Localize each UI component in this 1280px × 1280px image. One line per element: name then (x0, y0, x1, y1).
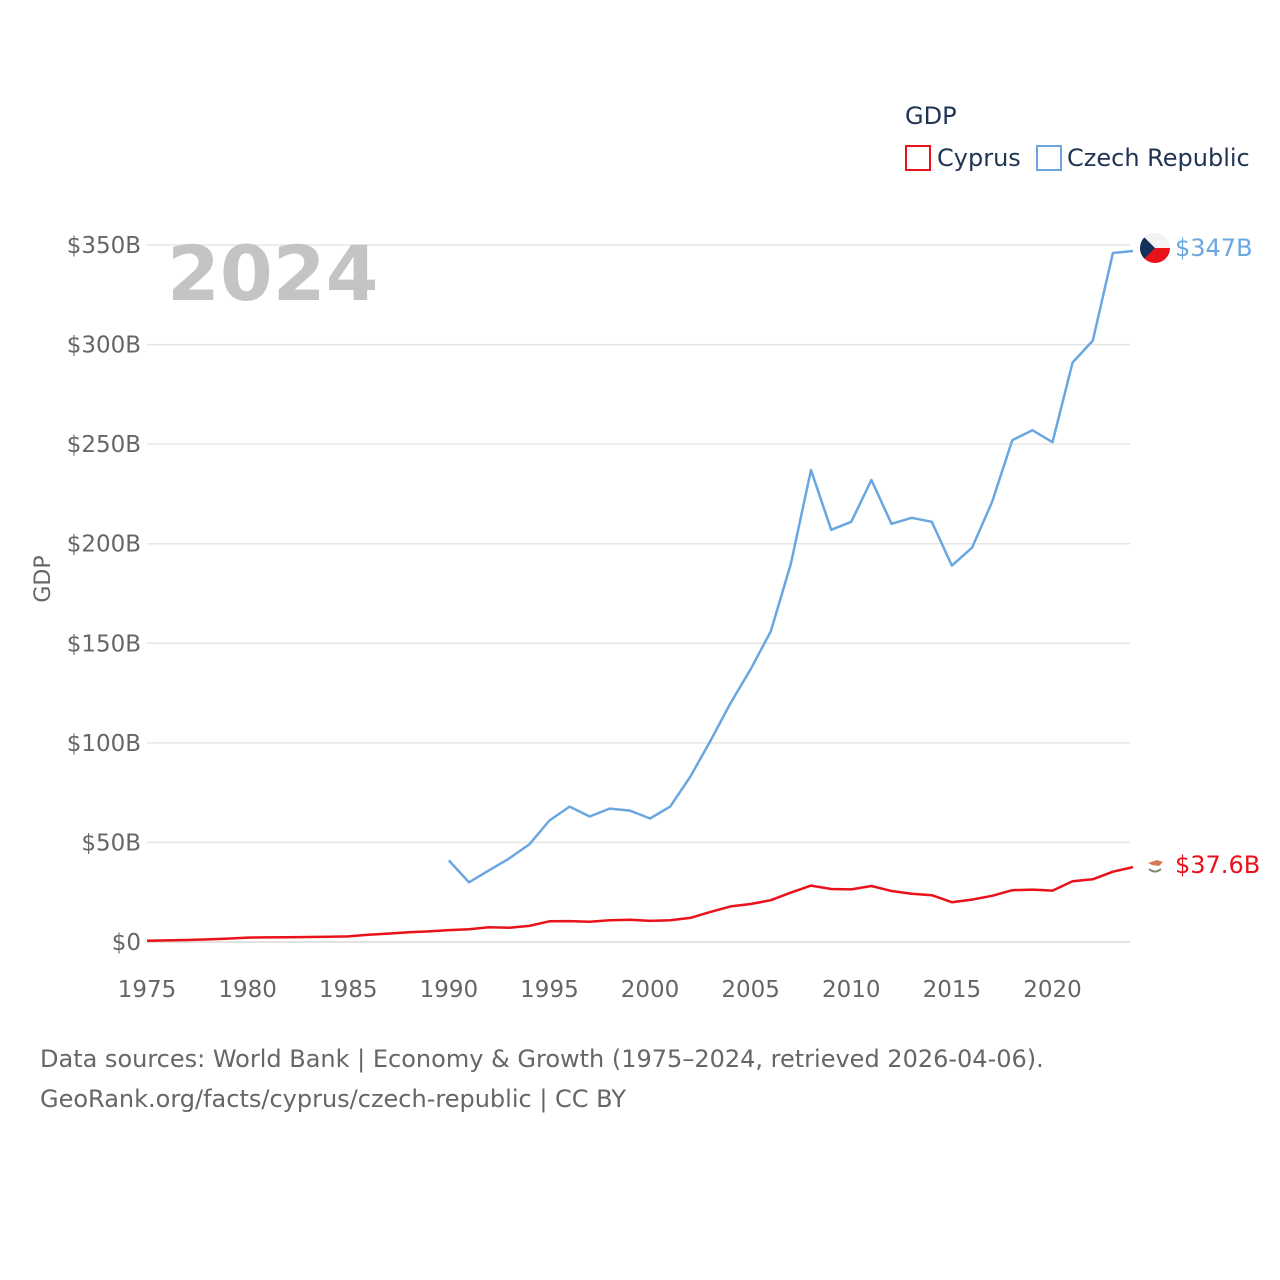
gdp-line-chart: $0 $50B $100B $150B $200B $250B $300B $350B 197… (31, 102, 1260, 1003)
data-source-note: Data sources: World Bank | Economy & Gro… (40, 1045, 1044, 1073)
y-tick-label: $100B (67, 731, 141, 757)
legend-label-czech-republic[interactable]: Czech Republic (1067, 144, 1250, 172)
legend-swatch-czech-republic[interactable] (1036, 145, 1062, 171)
series-line-czech-republic[interactable] (447, 249, 1134, 884)
gridlines (147, 244, 1130, 943)
czech-flag-icon (1140, 233, 1170, 263)
y-axis-title: GDP (31, 555, 56, 602)
year-label: 2024 (167, 229, 379, 318)
legend: GDP Cyprus Czech Republic (905, 102, 1250, 172)
y-tick-label: $50B (81, 830, 141, 856)
series-lines (146, 249, 1134, 943)
legend-label-cyprus[interactable]: Cyprus (937, 144, 1021, 172)
source-link[interactable]: GeoRank.org/facts/cyprus/czech-republic … (40, 1085, 626, 1113)
legend-swatch-cyprus[interactable] (905, 145, 931, 171)
y-tick-label: $200B (67, 532, 141, 558)
x-tick-label: 2015 (923, 977, 982, 1003)
series-line-cyprus[interactable] (146, 865, 1134, 943)
czech-republic-end-label: $347B (1175, 234, 1253, 262)
x-axis-ticks: 1975 1980 1985 1990 1995 2000 2005 2010 2015 2020 (118, 977, 1082, 1003)
x-tick-label: 1985 (319, 977, 378, 1003)
x-tick-label: 2005 (721, 977, 780, 1003)
cyprus-flag-icon (1143, 854, 1167, 878)
y-axis-ticks: $0 $50B $100B $150B $200B $250B $300B $350B (67, 233, 141, 956)
x-tick-label: 1980 (218, 977, 277, 1003)
x-tick-label: 1990 (420, 977, 479, 1003)
x-tick-label: 1975 (118, 977, 177, 1003)
legend-title: GDP (905, 102, 957, 130)
y-tick-label: $300B (67, 333, 141, 359)
cyprus-end-label: $37.6B (1175, 851, 1260, 879)
y-tick-label: $250B (67, 432, 141, 458)
y-tick-label: $350B (67, 233, 141, 259)
x-tick-label: 2010 (822, 977, 881, 1003)
x-tick-label: 2020 (1023, 977, 1082, 1003)
y-tick-label: $0 (112, 930, 141, 956)
x-tick-label: 2000 (621, 977, 680, 1003)
x-tick-label: 1995 (520, 977, 579, 1003)
y-tick-label: $150B (67, 631, 141, 657)
